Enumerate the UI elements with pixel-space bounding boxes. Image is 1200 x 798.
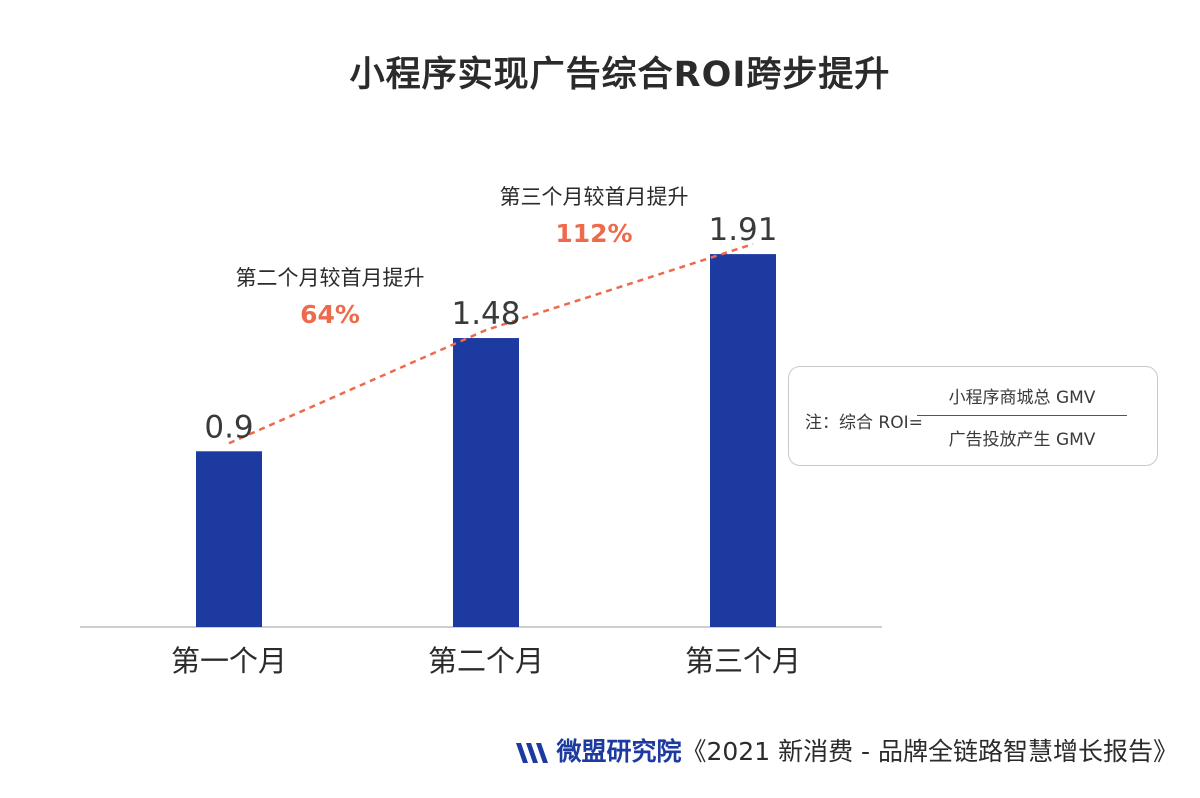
bar-2 (453, 338, 519, 627)
trend-line (228, 242, 754, 445)
roi-formula-note: 注：综合 ROI= 小程序商城总 GMV 广告投放产生 GMV (788, 366, 1158, 466)
annotation-month2-value: 64% (300, 300, 360, 329)
bar-1 (196, 451, 262, 627)
formula-denominator: 广告投放产生 GMV (948, 430, 1096, 450)
footer-source: 微盟研究院《2021 新消费 - 品牌全链路智慧增长报告》 (514, 732, 1178, 772)
x-tick-label-1: 第一个月 (171, 644, 287, 678)
value-label-3: 1.91 (708, 212, 777, 248)
annotation-month3: 第三个月较首月提升 112% (464, 181, 724, 248)
bar-3 (710, 254, 776, 627)
value-label-1: 0.9 (204, 409, 253, 445)
formula-fraction: 小程序商城总 GMV 广告投放产生 GMV (917, 383, 1127, 450)
x-tick-label-3: 第三个月 (685, 644, 801, 678)
footer-report-title: 《2021 新消费 - 品牌全链路智慧增长报告》 (681, 737, 1179, 766)
annotation-month3-value: 112% (555, 219, 633, 248)
annotation-month2: 第二个月较首月提升 64% (200, 262, 460, 329)
value-label-2: 1.48 (451, 296, 520, 332)
x-tick-label-2: 第二个月 (428, 644, 544, 678)
footer-brand: 微盟研究院 (556, 737, 682, 766)
chart-title: 小程序实现广告综合ROI跨步提升 (349, 55, 891, 95)
annotation-month3-text: 第三个月较首月提升 (499, 185, 689, 209)
note-label: 注：综合 ROI= (805, 413, 923, 433)
weimob-logo-icon (514, 740, 552, 772)
formula-numerator: 小程序商城总 GMV (917, 383, 1127, 416)
annotation-month2-text: 第二个月较首月提升 (235, 266, 425, 290)
